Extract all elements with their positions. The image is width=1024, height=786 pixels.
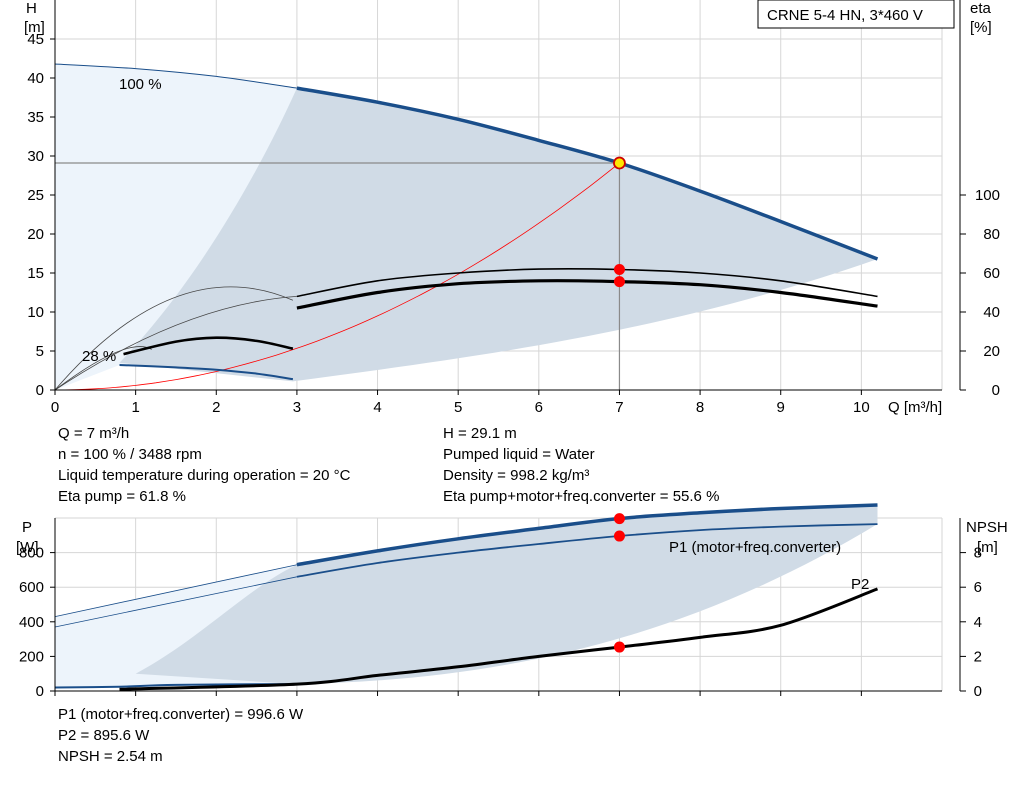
info-speed: n = 100 % / 3488 rpm xyxy=(58,446,202,463)
p2-series-label: P2 xyxy=(851,576,869,593)
x-tick-label: 8 xyxy=(696,399,704,416)
info-block-left: Q = 7 m³/h n = 100 % / 3488 rpm Liquid t… xyxy=(58,423,350,507)
duty-point-npsh xyxy=(613,641,625,653)
x-tick-label: 7 xyxy=(615,399,623,416)
min-power-curve xyxy=(54,683,293,689)
info-head: H = 29.1 m xyxy=(443,425,517,442)
npsh-curve xyxy=(119,587,879,691)
info-density: Density = 998.2 kg/m³ xyxy=(443,467,590,484)
info-eta-total: Eta pump+motor+freq.converter = 55.6 % xyxy=(443,488,720,505)
x-tick-label: 6 xyxy=(535,399,543,416)
head-curve-100 xyxy=(296,86,879,261)
duty-point-p1 xyxy=(613,513,625,525)
head-curve-extension xyxy=(54,63,297,89)
npsh-axis-title: NPSH xyxy=(966,519,1008,536)
eta-min-speed-curve xyxy=(123,336,294,356)
duty-point-eta-total xyxy=(613,276,625,288)
p-tick-label: 0 xyxy=(36,683,44,700)
info-block-right: H = 29.1 m Pumped liquid = Water Density… xyxy=(443,423,719,507)
eta-tick-label: 60 xyxy=(983,265,1000,282)
info-npsh: NPSH = 2.54 m xyxy=(58,748,163,765)
system-curve xyxy=(54,162,620,391)
info-p2: P2 = 895.6 W xyxy=(58,727,150,744)
y-tick-label: 45 xyxy=(27,31,44,48)
eta-tick-label: 20 xyxy=(983,343,1000,360)
p-tick-label: 400 xyxy=(19,614,44,631)
eta-curve-extension xyxy=(54,296,297,391)
y-tick-label: 40 xyxy=(27,70,44,87)
info-eta-pump: Eta pump = 61.8 % xyxy=(58,488,186,505)
npsh-tick-label: 4 xyxy=(974,614,982,631)
x-tick-label: 3 xyxy=(293,399,301,416)
info-temperature: Liquid temperature during operation = 20… xyxy=(58,467,351,484)
y-tick-label: 15 xyxy=(27,265,44,282)
eta-axis-unit: [%] xyxy=(970,19,992,36)
duty-point-eta-pump xyxy=(613,263,625,275)
y-tick-label: 5 xyxy=(36,343,44,360)
p1-curve-extension xyxy=(54,564,297,618)
y-tick-label: 25 xyxy=(27,187,44,204)
eta-tick-label: 80 xyxy=(983,226,1000,243)
p-tick-label: 800 xyxy=(19,545,44,562)
title-box xyxy=(757,0,955,29)
y-axis-title: H xyxy=(26,0,37,17)
p-axis-unit: [W] xyxy=(16,539,39,556)
p2-curve xyxy=(296,523,878,578)
x-tick-label: 10 xyxy=(853,399,870,416)
y-tick-label: 30 xyxy=(27,148,44,165)
eta-total-curve xyxy=(296,279,878,310)
info-block-bottom: P1 (motor+freq.converter) = 996.6 W P2 =… xyxy=(58,704,303,767)
p1-curve xyxy=(296,503,878,567)
x-axis-title: Q [m³/h] xyxy=(888,399,942,416)
y-tick-label: 10 xyxy=(27,304,44,321)
npsh-tick-label: 0 xyxy=(974,683,982,700)
p2-curve-extension xyxy=(54,576,297,628)
eta-axis-title: eta xyxy=(970,0,992,17)
chart-title: CRNE 5-4 HN, 3*460 V xyxy=(767,7,923,24)
p-axis-title: P xyxy=(22,519,32,536)
y-tick-label: 35 xyxy=(27,109,44,126)
npsh-tick-label: 8 xyxy=(974,545,982,562)
eta-tick-label: 0 xyxy=(992,382,1000,399)
speed-label-max: 100 % xyxy=(119,76,162,93)
y-tick-label: 0 xyxy=(36,382,44,399)
info-p1: P1 (motor+freq.converter) = 996.6 W xyxy=(58,706,304,723)
x-tick-label: 1 xyxy=(131,399,139,416)
x-tick-label: 4 xyxy=(373,399,381,416)
x-tick-label: 2 xyxy=(212,399,220,416)
npsh-tick-label: 6 xyxy=(974,579,982,596)
y-axis-unit: [m] xyxy=(24,19,45,36)
operating-area-fill xyxy=(119,88,878,382)
p-tick-label: 600 xyxy=(19,579,44,596)
x-tick-label: 5 xyxy=(454,399,462,416)
eta-tick-label: 100 xyxy=(975,187,1000,204)
eta-pump-curve xyxy=(296,267,878,298)
eta-tick-label: 40 xyxy=(983,304,1000,321)
speed-label-min: 28 % xyxy=(82,348,116,365)
head-curve-min-speed xyxy=(119,364,294,381)
p-tick-label: 200 xyxy=(19,648,44,665)
x-tick-label: 9 xyxy=(777,399,785,416)
info-flow: Q = 7 m³/h xyxy=(58,425,130,442)
y-tick-label: 20 xyxy=(27,226,44,243)
power-operating-area-fill xyxy=(135,505,878,685)
npsh-tick-label: 2 xyxy=(974,648,982,665)
eta-curve-extension xyxy=(54,286,294,391)
x-tick-label: 0 xyxy=(51,399,59,416)
p1-series-label: P1 (motor+freq.converter) xyxy=(669,539,841,556)
duty-point-head xyxy=(613,156,626,170)
info-liquid: Pumped liquid = Water xyxy=(443,446,595,463)
npsh-axis-unit: [m] xyxy=(977,539,998,556)
duty-point-p2 xyxy=(613,530,625,542)
